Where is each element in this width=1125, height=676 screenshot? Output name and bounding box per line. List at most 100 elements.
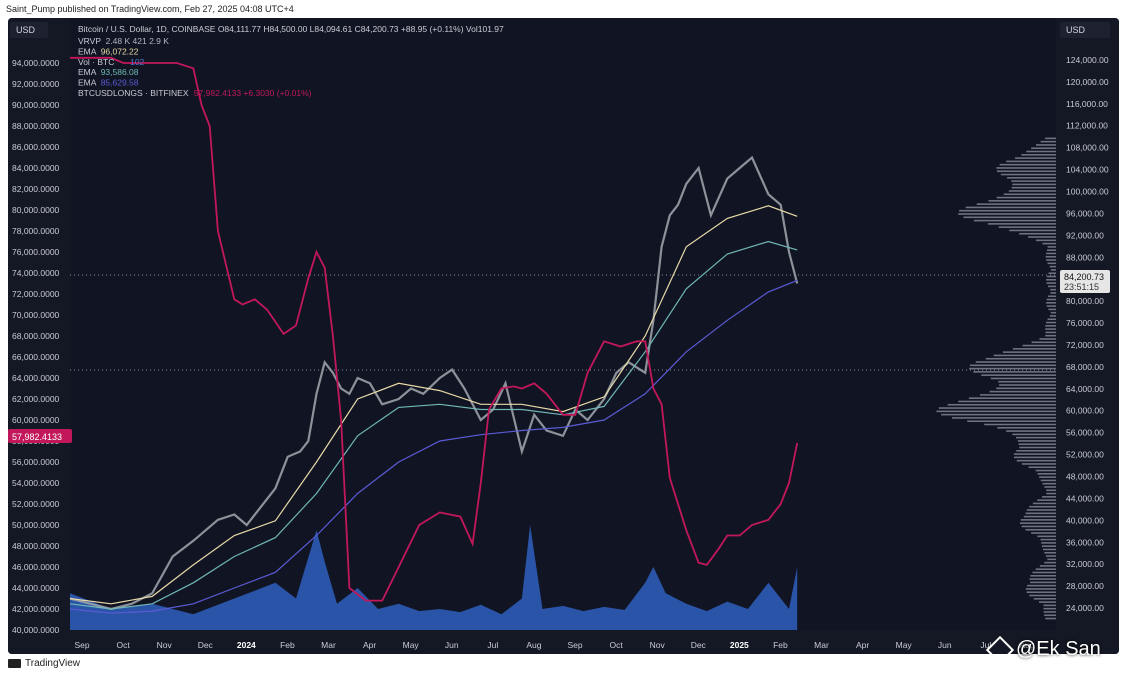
right-tick-label: 92,000.00 — [1066, 230, 1104, 240]
left-tick-label: 92,000.0000 — [12, 79, 60, 89]
volume-profile-bar — [1023, 515, 1056, 518]
right-tick-label: 124,000.00 — [1066, 55, 1109, 65]
right-tick-label: 116,000.00 — [1066, 99, 1108, 109]
volume-profile-bar — [1045, 334, 1056, 337]
volume-profile-bar — [1031, 147, 1056, 150]
volume-profile-bar — [1044, 551, 1056, 554]
volume-profile-bar — [1045, 617, 1056, 620]
left-tick-label: 94,000.0000 — [12, 58, 60, 68]
time-tick-label: Mar — [321, 640, 336, 650]
volume-profile-bar — [1021, 463, 1056, 465]
right-tick-label: 52,000.00 — [1066, 450, 1104, 460]
left-usd-label: USD — [16, 25, 36, 35]
longs-price-badge — [8, 429, 72, 443]
volume-profile-bar — [1018, 443, 1056, 446]
left-axis[interactable]: 94,000.0000 92,000.0000 90,000.0000 88,000.… — [12, 58, 60, 635]
volume-profile-bar — [1048, 308, 1056, 311]
left-tick-label: 74,000.0000 — [12, 268, 60, 278]
volume-profile-bar — [1027, 584, 1056, 587]
volume-area — [70, 525, 798, 630]
volume-profile-bar — [1003, 193, 1056, 196]
left-tick-label: 48,000.0000 — [12, 541, 60, 551]
left-tick-label: 40,000.0000 — [12, 625, 60, 635]
volume-profile-bar — [1012, 348, 1056, 350]
volume-profile-bar — [988, 200, 1056, 202]
legend-title: Bitcoin / U.S. Dollar, 1D, COINBASE O84,… — [78, 24, 504, 34]
volume-profile-bar — [1030, 574, 1056, 577]
countdown-label: 23:51:15 — [1064, 282, 1099, 292]
right-tick-label: 76,000.00 — [1066, 318, 1104, 328]
volume-profile-bar — [1048, 272, 1056, 275]
time-axis[interactable]: Sep Oct Nov Dec 2024 Feb Mar Apr May Jun Jul Aug Sep… — [74, 640, 1034, 650]
volume-profile-bar — [1043, 607, 1056, 610]
publish-header: Saint_Pump published on TradingView.com,… — [0, 0, 1125, 18]
time-tick-label: Feb — [773, 640, 788, 650]
volume-profile-bar — [1041, 545, 1056, 547]
volume-profile-bar — [1028, 236, 1056, 238]
series-layer — [69, 56, 799, 630]
legend-item-value: 85,629.58 — [101, 78, 139, 88]
price-chart[interactable]: 94,000.0000 92,000.0000 90,000.0000 88,000.… — [8, 18, 1119, 654]
volume-profile-bar — [976, 203, 1056, 205]
time-tick-label: Jun — [445, 640, 459, 650]
volume-profile-bar — [1021, 525, 1056, 528]
tradingview-brand[interactable]: TradingView — [8, 658, 80, 669]
volume-profile-bar — [990, 377, 1056, 380]
right-tick-label: 112,000.00 — [1066, 121, 1108, 131]
volume-profile-bar — [1031, 341, 1056, 344]
volume-profile-bar — [1039, 476, 1056, 478]
volume-profile-bar — [1047, 262, 1056, 265]
volume-profile-bar — [968, 397, 1056, 399]
volume-profile-bar — [1046, 282, 1056, 284]
volume-profile-bar — [967, 420, 1056, 423]
volume-profile-bar — [1044, 561, 1056, 564]
volume-profile-bar — [963, 216, 1056, 219]
volume-profile-bar — [1032, 571, 1056, 574]
volume-profile-bar — [1019, 522, 1056, 524]
left-tick-label: 52,000.0000 — [12, 499, 60, 509]
time-tick-label: 2024 — [237, 640, 256, 650]
volume-profile-bar — [1029, 505, 1056, 508]
volume-profile-bar — [1012, 433, 1056, 436]
right-axis[interactable]: 124,000.00 120,000.00 116,000.00 112,000.00… — [1066, 55, 1109, 613]
volume-profile-bar — [987, 223, 1056, 225]
volume-profile-bar — [1050, 288, 1056, 291]
btcusdlongs-line — [70, 56, 799, 602]
right-usd-badge — [1060, 22, 1110, 38]
volume-profile-bar — [1016, 450, 1056, 452]
volume-profile-bar — [1000, 173, 1056, 176]
volume-profile-bar — [1035, 568, 1056, 571]
volume-profile-bar — [1017, 440, 1056, 442]
volume-profile-bar — [1046, 298, 1056, 301]
volume-profile-bar — [1019, 446, 1056, 449]
ema-slow-line — [69, 279, 798, 614]
volume-profile-bar — [1033, 598, 1056, 600]
left-tick-label: 46,000.0000 — [12, 562, 60, 572]
legend-item-name: BTCUSDLONGS · BITFINEX — [78, 88, 189, 98]
left-usd-badge — [10, 22, 48, 38]
left-tick-label: 56,000.0000 — [12, 457, 60, 467]
volume-profile-bar — [1037, 535, 1056, 538]
volume-profile-bar — [1025, 512, 1056, 515]
volume-profile-bar — [999, 163, 1056, 166]
volume-profile-bar — [989, 390, 1056, 393]
volume-profile-bar — [1050, 292, 1056, 294]
left-axis-panel — [8, 18, 70, 654]
volume-profile-bar — [996, 170, 1056, 173]
volume-profile-bar — [1025, 528, 1056, 531]
time-tick-label: Sep — [567, 640, 582, 650]
left-tick-label: 90,000.0000 — [12, 100, 60, 110]
volume-profile-bar — [1035, 469, 1056, 472]
left-tick-label: 44,000.0000 — [12, 583, 60, 593]
volume-profile-bar — [1047, 318, 1056, 321]
left-tick-label: 72,000.0000 — [12, 289, 60, 299]
right-tick-label: 28,000.00 — [1066, 581, 1104, 591]
volume-profile-bar — [1045, 331, 1056, 334]
right-tick-label: 64,000.00 — [1066, 384, 1104, 394]
grid — [8, 18, 1119, 654]
time-tick-label: Jul — [980, 640, 991, 650]
volume-profile-bar — [1026, 150, 1056, 153]
volume-profile-bar — [1039, 601, 1056, 603]
volume-profile-bar — [999, 384, 1056, 386]
volume-profile-bar — [1012, 183, 1056, 186]
